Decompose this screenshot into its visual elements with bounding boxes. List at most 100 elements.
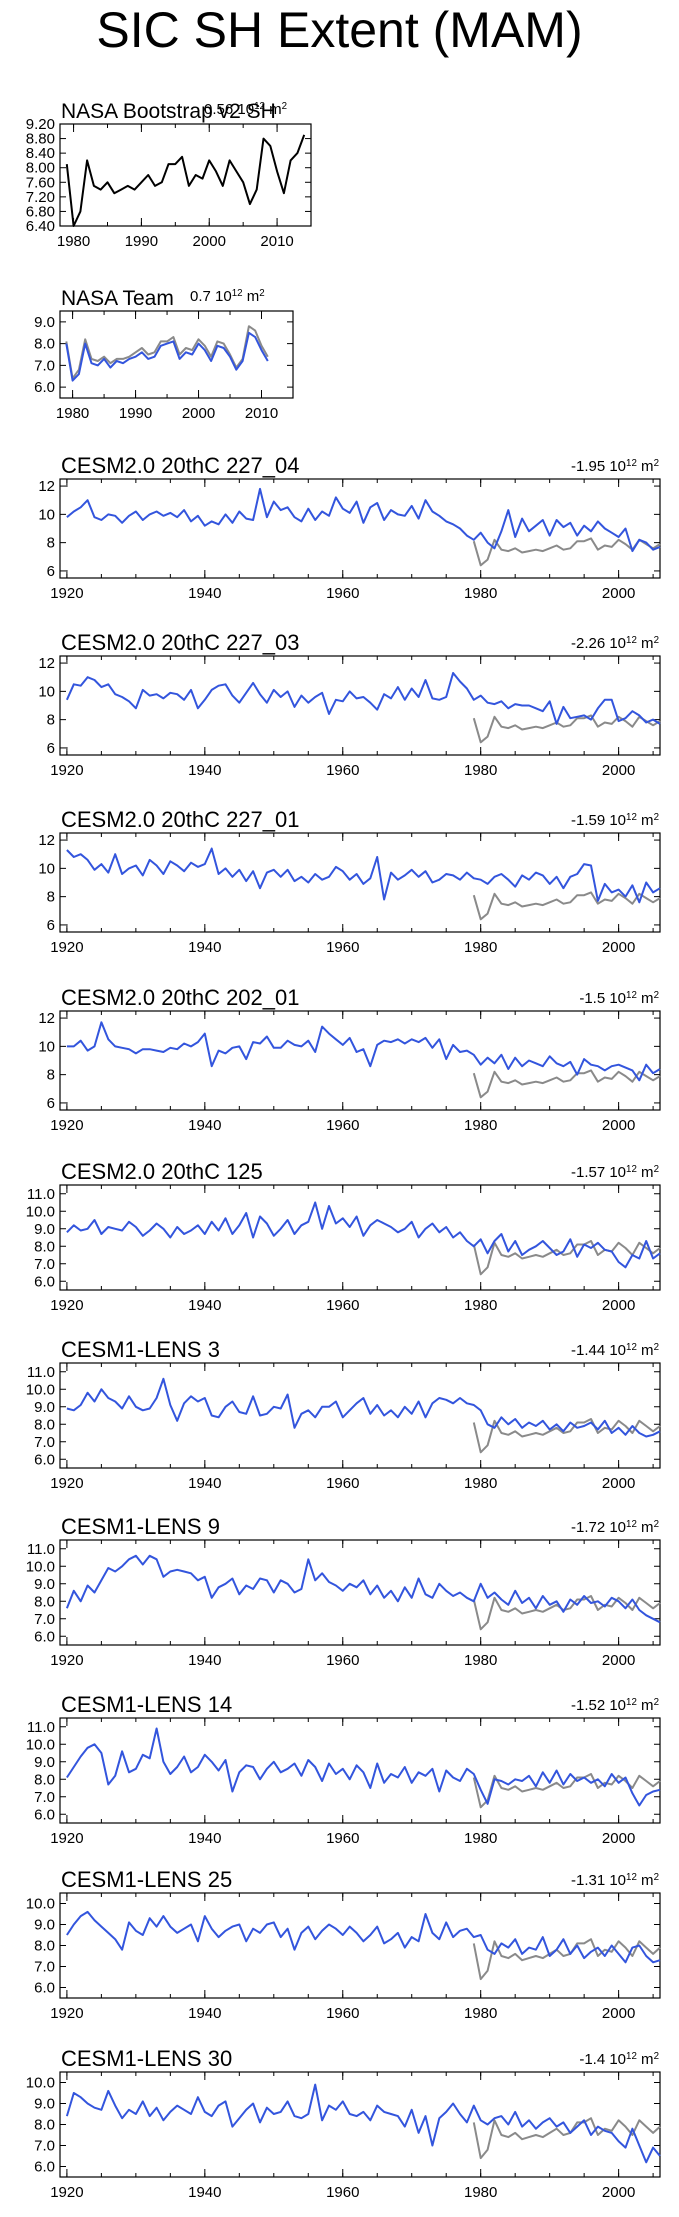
series-line-cesm1-lens-25 bbox=[66, 1910, 661, 1964]
series-line-nasa-bootstrap-v2-sh bbox=[472, 891, 661, 921]
x-tick-label: 2000 bbox=[602, 2005, 635, 2022]
chart-panel-12: CESM1-LENS 30 -1.4 1012 m2 6.0 7.0 8.0 9.0 10.… bbox=[26, 2046, 661, 2201]
x-tick-label: 1940 bbox=[188, 939, 221, 956]
y-tick-label: 12 bbox=[38, 655, 55, 672]
y-tick-label: 11.0 bbox=[27, 1186, 55, 1203]
series-line-cesm1-lens-14 bbox=[66, 1727, 661, 1807]
x-tick-label: 1920 bbox=[50, 585, 83, 602]
y-tick-label: 7.0 bbox=[34, 1789, 55, 1806]
y-tick-label: 8.0 bbox=[34, 1771, 55, 1788]
y-tick-label: 12 bbox=[38, 1010, 55, 1027]
y-tick-label: 11.0 bbox=[27, 1541, 55, 1558]
y-tick-label: 9.0 bbox=[34, 1917, 55, 1934]
plot-frame bbox=[59, 1717, 661, 1824]
x-tick-label: 1960 bbox=[326, 585, 359, 602]
trend-label: -1.52 1012 m2 bbox=[571, 1697, 659, 1715]
x-tick-label: 2000 bbox=[602, 1475, 635, 1492]
y-tick-label: 9.0 bbox=[34, 2096, 55, 2113]
y-tick-label: 7.0 bbox=[34, 1256, 55, 1273]
chart-panel-6: CESM2.0 20thC 202_01 -1.5 1012 m2 6 8 10 12 19… bbox=[38, 985, 661, 1134]
chart-panel-4: CESM2.0 20thC 227_03 -2.26 1012 m2 6 8 10 12 1… bbox=[38, 630, 661, 779]
chart-panel-1: NASA Bootstrap v2 SH0.56 1012 m2 6.406.80… bbox=[26, 100, 312, 250]
chart-panel-11: CESM1-LENS 25 -1.31 1012 m2 6.0 7.0 8.0 9.0 10… bbox=[26, 1867, 661, 2022]
trend-label: -1.95 1012 m2 bbox=[571, 458, 659, 476]
trend-label: 0.56 1012 m2 bbox=[204, 101, 287, 119]
panel-title: CESM1-LENS 14 bbox=[61, 1692, 232, 1717]
y-tick-label: 9.0 bbox=[34, 1754, 55, 1771]
x-tick-label: 1940 bbox=[188, 1117, 221, 1134]
plot-frame bbox=[59, 1892, 661, 1999]
plot-frame bbox=[59, 1539, 661, 1646]
series-line-cesm2-0-20thc-202-01 bbox=[66, 1021, 661, 1082]
chart-panel-2: NASA Team 0.7 1012 m2 6.0 7.0 8.0 9.0 1980 1990… bbox=[34, 287, 294, 422]
x-tick-label: 1980 bbox=[464, 1830, 497, 1847]
x-tick-label: 1980 bbox=[57, 233, 90, 250]
x-tick-label: 1920 bbox=[50, 2005, 83, 2022]
series-line-nasa-bootstrap-v2-sh bbox=[65, 134, 306, 227]
y-tick-label: 6 bbox=[47, 563, 55, 580]
x-tick-label: 1940 bbox=[188, 1297, 221, 1314]
y-tick-label: 6.40 bbox=[26, 218, 55, 235]
y-tick-label: 7.0 bbox=[34, 1611, 55, 1628]
series-line-nasa-bootstrap-v2-sh bbox=[472, 1418, 661, 1454]
panel-title: CESM2.0 20thC 227_01 bbox=[61, 807, 300, 832]
trend-label: -1.59 1012 m2 bbox=[571, 812, 659, 830]
x-tick-label: 1960 bbox=[326, 1475, 359, 1492]
plot-frame bbox=[59, 655, 661, 756]
series-line-cesm1-lens-9 bbox=[65, 1554, 661, 1624]
y-tick-label: 6 bbox=[47, 917, 55, 934]
x-tick-label: 1920 bbox=[50, 939, 83, 956]
y-tick-label: 10 bbox=[38, 506, 55, 523]
y-tick-label: 8.0 bbox=[34, 1416, 55, 1433]
y-tick-label: 7.20 bbox=[26, 189, 55, 206]
y-tick-label: 7.0 bbox=[34, 1959, 55, 1976]
y-tick-label: 9.0 bbox=[34, 1399, 55, 1416]
x-tick-label: 1960 bbox=[326, 1297, 359, 1314]
y-tick-label: 10.0 bbox=[26, 1896, 55, 1913]
y-tick-label: 10.0 bbox=[26, 1558, 55, 1575]
y-tick-label: 8.0 bbox=[34, 2117, 55, 2134]
y-tick-label: 8 bbox=[47, 1067, 55, 1084]
plot-frame bbox=[59, 1010, 661, 1111]
trend-label: -1.57 1012 m2 bbox=[571, 1164, 659, 1182]
x-tick-label: 1980 bbox=[464, 1297, 497, 1314]
x-tick-label: 1940 bbox=[188, 1652, 221, 1669]
panel-title: CESM1-LENS 9 bbox=[61, 1514, 220, 1539]
y-tick-label: 6 bbox=[47, 740, 55, 757]
trend-label: -1.31 1012 m2 bbox=[571, 1872, 659, 1890]
page-title: SIC SH Extent (MAM) bbox=[96, 2, 583, 58]
y-tick-label: 8.00 bbox=[26, 160, 55, 177]
series-line-nasa-team bbox=[65, 331, 269, 382]
x-tick-label: 1920 bbox=[50, 1652, 83, 1669]
trend-label: 0.7 1012 m2 bbox=[190, 288, 265, 306]
y-tick-label: 12 bbox=[38, 478, 55, 495]
y-tick-label: 8.80 bbox=[26, 131, 55, 148]
panel-title: NASA Bootstrap v2 SH bbox=[61, 100, 276, 123]
chart-panel-5: CESM2.0 20thC 227_01 -1.59 1012 m2 6 8 10 12 1… bbox=[38, 807, 661, 956]
x-tick-label: 1940 bbox=[188, 762, 221, 779]
series-line-cesm2-0-20thc-227-04 bbox=[66, 487, 661, 553]
y-tick-label: 6.80 bbox=[26, 203, 55, 220]
x-tick-label: 2000 bbox=[602, 939, 635, 956]
y-tick-label: 6.0 bbox=[34, 1806, 55, 1823]
series-line-nasa-bootstrap-v2-sh bbox=[472, 1069, 661, 1099]
x-tick-label: 2000 bbox=[602, 1117, 635, 1134]
plot-frame bbox=[59, 832, 661, 933]
x-tick-label: 1920 bbox=[50, 2184, 83, 2201]
y-tick-label: 6.0 bbox=[34, 2159, 55, 2176]
y-tick-label: 6 bbox=[47, 1095, 55, 1112]
x-tick-label: 1940 bbox=[188, 1475, 221, 1492]
plot-frame bbox=[59, 1362, 661, 1469]
x-tick-label: 1960 bbox=[326, 939, 359, 956]
y-tick-label: 11.0 bbox=[27, 1364, 55, 1381]
x-tick-label: 1990 bbox=[119, 405, 152, 422]
y-tick-label: 8.0 bbox=[34, 1593, 55, 1610]
trend-label: -1.5 1012 m2 bbox=[579, 990, 659, 1008]
series-line-nasa-bootstrap-v2-sh bbox=[472, 537, 661, 567]
x-tick-label: 1960 bbox=[326, 762, 359, 779]
y-tick-label: 6.0 bbox=[34, 1628, 55, 1645]
panel-title: CESM1-LENS 30 bbox=[61, 2046, 232, 2071]
y-tick-label: 8.0 bbox=[34, 336, 55, 353]
plot-frame bbox=[59, 310, 294, 399]
